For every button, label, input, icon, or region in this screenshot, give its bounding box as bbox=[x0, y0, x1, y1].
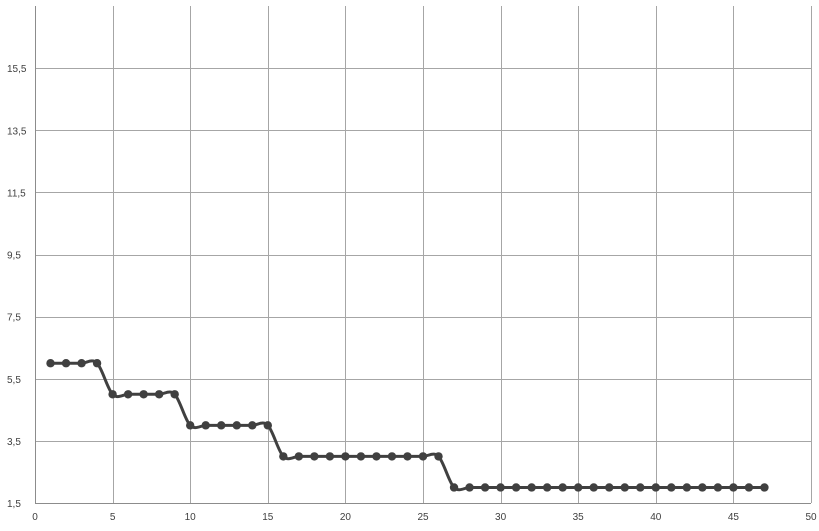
data-point bbox=[542, 483, 552, 492]
data-point bbox=[434, 452, 443, 461]
data-point bbox=[61, 359, 71, 368]
data-point bbox=[372, 452, 381, 461]
x-tick-label: 45 bbox=[728, 512, 740, 523]
data-point bbox=[605, 483, 614, 492]
data-point bbox=[325, 452, 335, 461]
y-tick-label: 11,5 bbox=[7, 188, 26, 199]
data-point bbox=[279, 452, 288, 461]
data-point bbox=[527, 483, 536, 492]
data-point bbox=[170, 390, 179, 399]
x-tick-label: 10 bbox=[185, 512, 197, 523]
data-point bbox=[760, 483, 769, 492]
data-point bbox=[217, 421, 226, 430]
data-point bbox=[92, 359, 102, 368]
data-point bbox=[558, 483, 567, 492]
data-point bbox=[403, 452, 412, 461]
data-point bbox=[387, 452, 397, 461]
x-tick-label: 30 bbox=[495, 512, 507, 523]
data-point bbox=[201, 421, 210, 430]
data-point bbox=[154, 390, 164, 399]
data-point bbox=[667, 483, 676, 492]
data-point bbox=[744, 483, 754, 492]
y-tick-label: 9,5 bbox=[7, 251, 21, 262]
x-tick-label: 40 bbox=[650, 512, 662, 523]
data-point bbox=[418, 452, 428, 461]
x-tick-label: 15 bbox=[262, 512, 274, 523]
y-tick-label: 3,5 bbox=[7, 437, 21, 448]
data-point bbox=[682, 483, 692, 492]
data-point bbox=[248, 421, 257, 430]
data-point bbox=[108, 390, 117, 399]
x-tick-label: 5 bbox=[110, 512, 116, 523]
x-tick-label: 35 bbox=[573, 512, 585, 523]
x-tick-label: 20 bbox=[340, 512, 352, 523]
data-point bbox=[698, 483, 707, 492]
data-point bbox=[310, 452, 319, 461]
data-point bbox=[356, 452, 366, 461]
y-tick-label: 5,5 bbox=[7, 375, 21, 386]
x-tick-label: 25 bbox=[417, 512, 429, 523]
chart-axes bbox=[35, 6, 811, 504]
data-point bbox=[480, 483, 490, 492]
data-point bbox=[449, 483, 459, 492]
y-tick-label: 13,5 bbox=[7, 126, 27, 137]
x-axis-ticks: 0 5 10 15 20 25 30 35 40 45 50 bbox=[32, 512, 817, 523]
series-line bbox=[49, 359, 766, 492]
y-tick-label: 7,5 bbox=[7, 313, 21, 324]
data-point bbox=[496, 483, 505, 492]
y-axis-ticks: 1,5 3,5 5,5 7,5 9,5 11,5 13,5 15,5 bbox=[7, 64, 27, 510]
data-point bbox=[636, 483, 645, 492]
data-point bbox=[232, 421, 241, 430]
y-tick-label: 15,5 bbox=[7, 64, 27, 75]
data-point bbox=[589, 483, 598, 492]
data-point bbox=[77, 359, 86, 368]
chart-grid bbox=[35, 6, 812, 504]
data-point bbox=[186, 421, 195, 430]
data-point bbox=[341, 452, 350, 461]
data-point bbox=[574, 483, 583, 492]
chart-series bbox=[46, 359, 769, 492]
x-tick-label: 50 bbox=[805, 512, 817, 523]
data-point bbox=[620, 483, 629, 492]
data-point bbox=[139, 390, 148, 399]
x-tick-label: 0 bbox=[32, 512, 38, 523]
data-point bbox=[729, 483, 738, 492]
data-point bbox=[46, 359, 55, 368]
data-point bbox=[511, 483, 521, 492]
y-tick-label: 1,5 bbox=[7, 499, 21, 510]
data-point bbox=[123, 390, 133, 399]
data-point bbox=[263, 421, 272, 430]
data-point bbox=[465, 483, 474, 492]
data-point bbox=[651, 483, 660, 492]
data-point bbox=[294, 452, 304, 461]
data-point bbox=[713, 483, 723, 492]
